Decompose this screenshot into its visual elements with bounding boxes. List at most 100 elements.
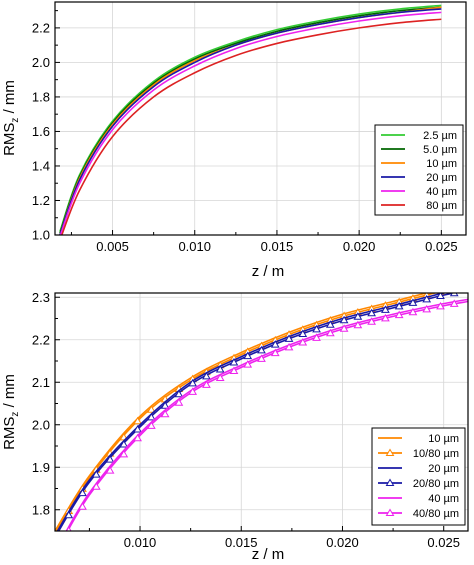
data-point xyxy=(422,304,432,313)
legend-label: 2.5 µm xyxy=(423,130,457,142)
data-point xyxy=(78,488,87,497)
data-point xyxy=(146,421,156,429)
data-point xyxy=(257,354,266,362)
x-tick-label: 0.020 xyxy=(343,239,376,254)
data-point xyxy=(325,328,335,337)
legend-label: 40/80 µm xyxy=(413,508,459,520)
y-tick-label: 1.2 xyxy=(32,193,50,208)
y-tick-label: 2.2 xyxy=(32,20,50,35)
legend-label: 5.0 µm xyxy=(423,144,457,156)
series-group-bottom xyxy=(52,286,468,540)
data-point xyxy=(394,310,404,319)
legend-marker xyxy=(385,478,395,486)
data-point xyxy=(65,526,72,531)
legend-label: 10 µm xyxy=(426,158,457,170)
x-tick-label: 0.015 xyxy=(261,239,294,254)
data-point xyxy=(257,345,266,354)
data-point xyxy=(394,301,404,310)
data-point xyxy=(174,389,184,398)
ticks-top: 0.005 0.010 0.015 0.020 0.025 1.0 1.2 1.4 1.6 1.8… xyxy=(32,10,458,254)
data-point xyxy=(202,380,211,388)
data-point xyxy=(146,412,156,421)
data-point xyxy=(298,337,308,346)
data-point xyxy=(64,510,74,519)
data-point xyxy=(119,440,129,448)
data-point xyxy=(119,449,129,458)
y-tick-label: 2.1 xyxy=(32,375,50,390)
y-tick-label: 1.9 xyxy=(32,460,50,475)
data-point xyxy=(353,320,363,329)
data-point xyxy=(408,307,418,316)
data-point xyxy=(133,425,142,433)
y-tick-label: 1.6 xyxy=(32,124,50,139)
data-point xyxy=(229,366,239,375)
series-line xyxy=(59,6,442,234)
y-axis-title-top: RMSz / mm xyxy=(1,80,21,156)
ticks-bottom: 0.010 0.015 0.020 0.025 1.8 1.9 2.0 2.1 2.2 2.3 xyxy=(32,290,460,550)
series-line xyxy=(56,293,448,531)
x-tick-label: 0.005 xyxy=(96,239,129,254)
data-point xyxy=(449,293,459,297)
legend-box xyxy=(371,427,466,526)
x-tick-label: 0.015 xyxy=(225,535,258,550)
x-axis-title-top: z / m xyxy=(252,263,285,280)
y-axis-title-bottom: RMSz / mm xyxy=(1,374,21,450)
legend-label: 10 µm xyxy=(428,433,459,445)
y-tick-label: 2.3 xyxy=(32,290,50,305)
series-line xyxy=(59,8,442,235)
x-tick-label: 0.020 xyxy=(326,535,359,550)
chart-top: 0.005 0.010 0.015 0.020 0.025 1.0 1.2 1.4 1.6 1.8… xyxy=(1,1,467,280)
legend-label: 20 µm xyxy=(428,463,459,475)
chart-bottom: 0.010 0.015 0.020 0.025 1.8 1.9 2.0 2.1 2.2 2.3 z… xyxy=(1,286,469,563)
data-point xyxy=(436,293,445,299)
y-axis-title-main: RMS xyxy=(1,417,18,450)
data-point xyxy=(422,294,432,303)
x-tick-label: 0.025 xyxy=(427,535,460,550)
data-point xyxy=(174,398,184,406)
data-point xyxy=(243,351,253,360)
data-point xyxy=(312,324,321,333)
data-point xyxy=(284,334,294,342)
data-point xyxy=(449,299,459,307)
data-point xyxy=(105,466,115,474)
y-tick-label: 2.0 xyxy=(32,55,50,70)
data-point xyxy=(52,534,59,540)
data-point xyxy=(188,378,198,387)
x-axis-title-bottom: z / m xyxy=(252,546,285,563)
legend-label: 40 µm xyxy=(428,493,459,505)
y-axis-title-sub: z xyxy=(10,118,21,123)
data-point xyxy=(408,298,418,306)
x-tick-label: 0.010 xyxy=(124,535,157,550)
data-point xyxy=(270,348,280,357)
data-point xyxy=(451,286,458,292)
y-axis-title-unit: / mm xyxy=(1,80,18,118)
data-point xyxy=(146,405,156,413)
y-axis-title-sub: z xyxy=(10,412,21,417)
y-tick-label: 2.2 xyxy=(32,332,50,347)
data-point xyxy=(353,312,363,320)
data-point xyxy=(215,364,225,373)
y-tick-label: 2.0 xyxy=(32,417,50,432)
data-point xyxy=(325,320,335,328)
data-point xyxy=(133,433,142,442)
plot-frame-bottom xyxy=(54,292,469,532)
data-point xyxy=(381,305,390,313)
data-point xyxy=(133,416,142,425)
y-tick-label: 1.0 xyxy=(32,228,50,243)
data-point xyxy=(91,482,101,490)
y-tick-label: 1.4 xyxy=(32,158,50,173)
data-point xyxy=(381,313,390,322)
data-point xyxy=(312,333,321,341)
y-tick-label: 1.8 xyxy=(32,89,50,104)
data-point xyxy=(270,340,280,348)
series-group-top xyxy=(59,4,442,235)
data-point xyxy=(202,371,211,380)
plot-frame-top xyxy=(54,1,467,236)
data-point xyxy=(243,360,253,368)
legend-bottom: 10 µm 10/80 µm 20 µm 20/80 µm 40 µm 40/80 µm xyxy=(371,427,466,526)
data-point xyxy=(339,324,349,332)
data-point xyxy=(91,470,101,478)
data-point xyxy=(160,409,170,418)
y-axis-title-unit: / mm xyxy=(1,374,18,412)
